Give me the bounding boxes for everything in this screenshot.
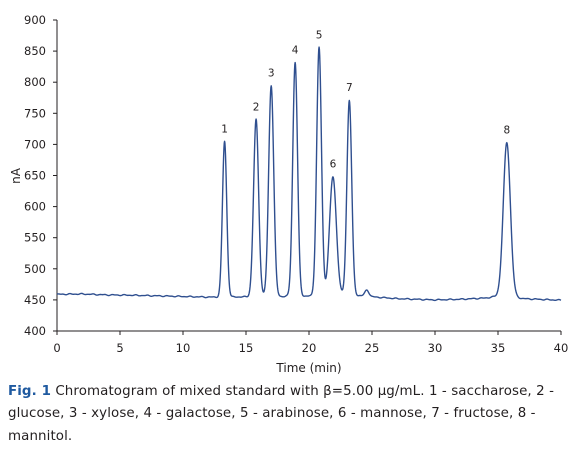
x-tick-label: 0 [53, 341, 60, 355]
chromatogram-trace [56, 46, 562, 302]
y-tick-label: 750 [24, 106, 46, 120]
peak-label: 8 [503, 125, 510, 137]
x-tick-label: 25 [365, 341, 380, 355]
peak-label: 7 [346, 82, 353, 94]
peak-labels: 1 2 3 4 5 6 7 8 [221, 29, 510, 170]
peak-label: 4 [292, 44, 299, 56]
y-tick-label: 850 [24, 44, 46, 58]
x-tick-label: 5 [116, 341, 123, 355]
y-tick-label: 900 [24, 13, 46, 27]
x-tick-label: 35 [491, 341, 506, 355]
y-tick-label: 600 [24, 200, 46, 214]
figure-caption: Fig. 1 Chromatogram of mixed standard wi… [8, 381, 580, 448]
peak-label: 6 [330, 159, 337, 171]
x-tick-label: 10 [176, 341, 191, 355]
y-tick-label: 500 [24, 262, 46, 276]
y-tick-label: 550 [24, 231, 46, 245]
y-tick-label: 650 [24, 169, 46, 183]
x-tick-label: 30 [428, 341, 443, 355]
y-axis-ticks: 400 450 500 550 600 650 700 750 800 850 900 [24, 13, 57, 338]
y-tick-label: 400 [24, 324, 46, 338]
x-axis-title: Time (min) [275, 361, 341, 375]
y-tick-label: 450 [24, 293, 46, 307]
x-tick-label: 20 [302, 341, 317, 355]
figure-label: Fig. 1 [8, 384, 51, 399]
peak-label: 5 [316, 29, 323, 41]
x-tick-label: 15 [239, 341, 254, 355]
y-tick-label: 800 [24, 75, 46, 89]
x-axis-ticks: 0 5 10 15 20 25 30 35 40 [53, 331, 568, 355]
peak-label: 3 [268, 67, 275, 79]
peak-label: 1 [221, 123, 228, 135]
y-tick-label: 700 [24, 137, 46, 151]
y-axis-title: nA [9, 167, 23, 184]
x-tick-label: 40 [554, 341, 569, 355]
peak-label: 2 [253, 102, 260, 114]
figure-caption-text: Chromatogram of mixed standard with β=5.… [8, 384, 555, 444]
